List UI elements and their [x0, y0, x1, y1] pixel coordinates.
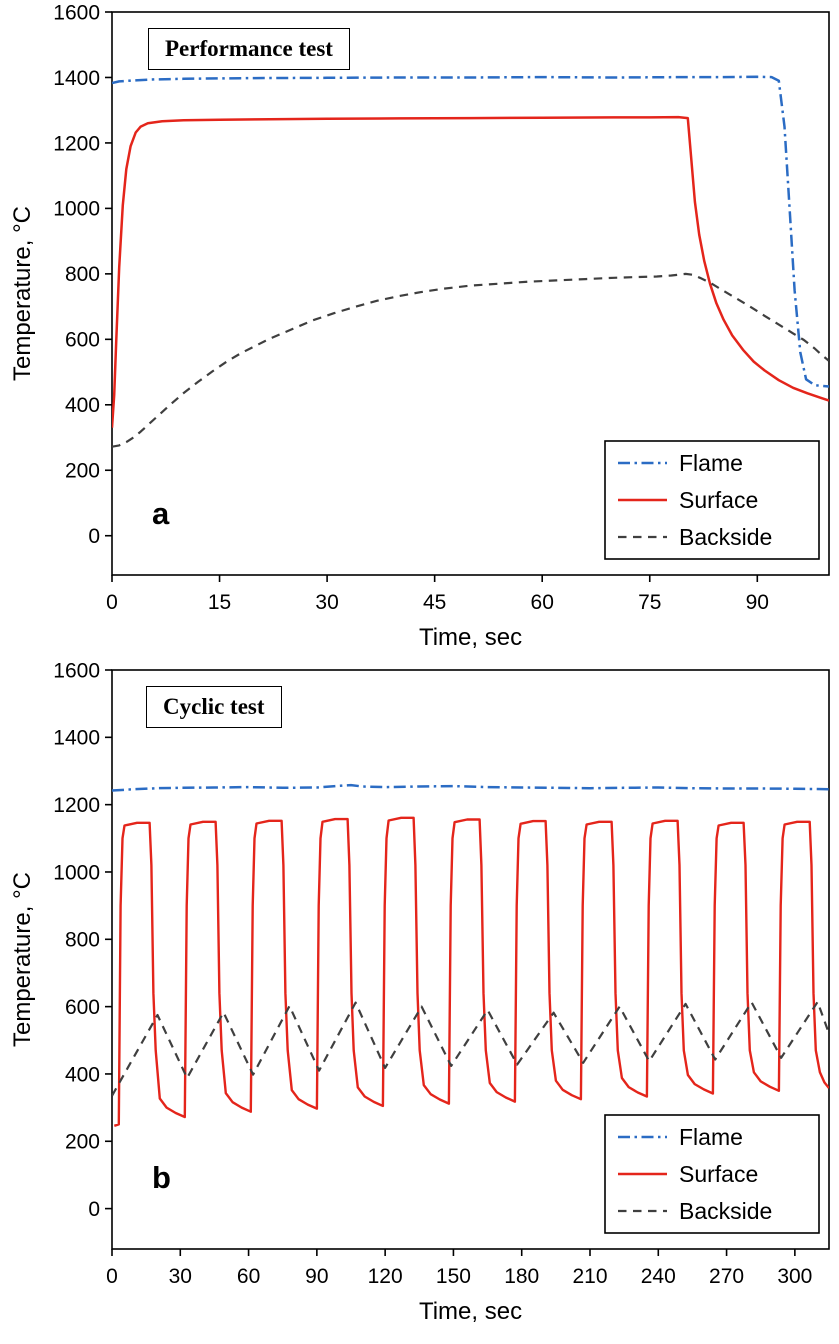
legend-label-surface: Surface: [679, 487, 758, 513]
plot-frame: [111, 11, 830, 576]
x-tick-label: 30: [169, 1265, 192, 1288]
legend: Flame Surface Backside: [604, 440, 820, 560]
x-tick-label: 210: [572, 1265, 607, 1288]
legend-label-flame: Flame: [679, 450, 743, 476]
x-tick-label: 45: [423, 591, 446, 614]
y-tick-label: 0: [88, 525, 100, 548]
y-axis-title: Temperature, °C: [9, 872, 36, 1047]
x-tick-label: 240: [641, 1265, 676, 1288]
x-tick-label: 60: [531, 591, 554, 614]
panel-a: 0 200 400 600 800 1000 1200 1400 1600 0 15 30 45 60 75…: [0, 0, 839, 660]
legend: Flame Surface Backside: [604, 1114, 820, 1234]
y-tick-label: 600: [65, 329, 100, 352]
series-surface-line: [113, 816, 829, 1127]
x-tick-label: 90: [305, 1265, 328, 1288]
x-tick-label: 150: [436, 1265, 471, 1288]
y-tick-label: 200: [65, 1131, 100, 1154]
y-tick-label: 1400: [53, 727, 100, 750]
series-surface-line: [112, 115, 829, 428]
x-tick-label: 0: [106, 591, 118, 614]
x-tick-label: 90: [746, 591, 769, 614]
legend-label-backside: Backside: [679, 1198, 772, 1224]
chart-b-title-box: Cyclic test: [146, 686, 282, 728]
x-tick-label: 180: [504, 1265, 539, 1288]
plot-frame: [111, 669, 830, 1250]
y-tick-label: 1600: [53, 660, 100, 682]
x-axis-title: Time, sec: [419, 624, 522, 651]
x-tick-label: 120: [368, 1265, 403, 1288]
axis-ticks: [105, 669, 796, 1256]
x-tick-label: 30: [315, 591, 338, 614]
y-axis-title: Temperature, °C: [9, 206, 36, 381]
chart-a-title-box: Performance test: [148, 28, 350, 70]
chart-b-panel-letter: b: [152, 1160, 171, 1195]
y-tick-label: 1000: [53, 861, 100, 884]
x-tick-label: 60: [237, 1265, 260, 1288]
axis-tick-labels: 0 200 400 600 800 1000 1200 1400 1600 0 30 60 90 120 1…: [53, 660, 812, 1288]
series-flame-line: [112, 75, 829, 388]
x-axis-title: Time, sec: [419, 1298, 522, 1325]
y-tick-label: 0: [88, 1198, 100, 1221]
panel-b: 0 200 400 600 800 1000 1200 1400 1600 0 30 60 90 120 1…: [0, 660, 839, 1344]
y-tick-label: 800: [65, 263, 100, 286]
chart-a-panel-letter: a: [152, 496, 170, 531]
x-tick-label: 15: [208, 591, 231, 614]
y-tick-label: 1600: [53, 1, 100, 24]
x-tick-label: 270: [709, 1265, 744, 1288]
y-tick-label: 1200: [53, 794, 100, 817]
chart-b-plot: 0 200 400 600 800 1000 1200 1400 1600 0 30 60 90 120 1…: [9, 660, 830, 1325]
chart-a-plot: 0 200 400 600 800 1000 1200 1400 1600 0 15 30 45 60 75…: [9, 1, 830, 651]
series-backside-line: [112, 272, 829, 448]
y-tick-label: 800: [65, 929, 100, 952]
y-tick-label: 400: [65, 1063, 100, 1086]
legend-label-flame: Flame: [679, 1124, 743, 1150]
legend-label-surface: Surface: [679, 1161, 758, 1187]
series-flame-line: [112, 783, 829, 792]
axis-ticks: [105, 11, 759, 582]
y-tick-label: 200: [65, 460, 100, 483]
y-tick-label: 600: [65, 996, 100, 1019]
x-tick-label: 300: [777, 1265, 812, 1288]
x-tick-label: 0: [106, 1265, 118, 1288]
y-tick-label: 1000: [53, 198, 100, 221]
y-tick-label: 1400: [53, 67, 100, 90]
x-tick-label: 75: [638, 591, 661, 614]
legend-label-backside: Backside: [679, 524, 772, 550]
axis-tick-labels: 0 200 400 600 800 1000 1200 1400 1600 0 15 30 45 60 75…: [53, 1, 769, 614]
y-tick-label: 400: [65, 394, 100, 417]
y-tick-label: 1200: [53, 132, 100, 155]
